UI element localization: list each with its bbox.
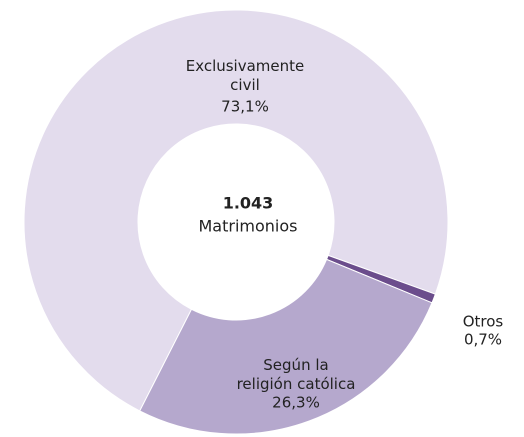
center-text: Matrimonios xyxy=(198,216,298,236)
slice-value-label: 73,1% xyxy=(221,97,269,116)
slice-label: Según la religión católica xyxy=(236,356,356,393)
slice-value-label: 26,3% xyxy=(272,393,320,412)
slice-label: Otros xyxy=(462,312,504,331)
slice-value-label: 0,7% xyxy=(463,330,503,349)
donut-slice xyxy=(139,258,433,435)
slice-label: Exclusivamente civil xyxy=(185,57,305,94)
donut-slice xyxy=(23,9,449,412)
center-value: 1.043 xyxy=(222,193,274,213)
